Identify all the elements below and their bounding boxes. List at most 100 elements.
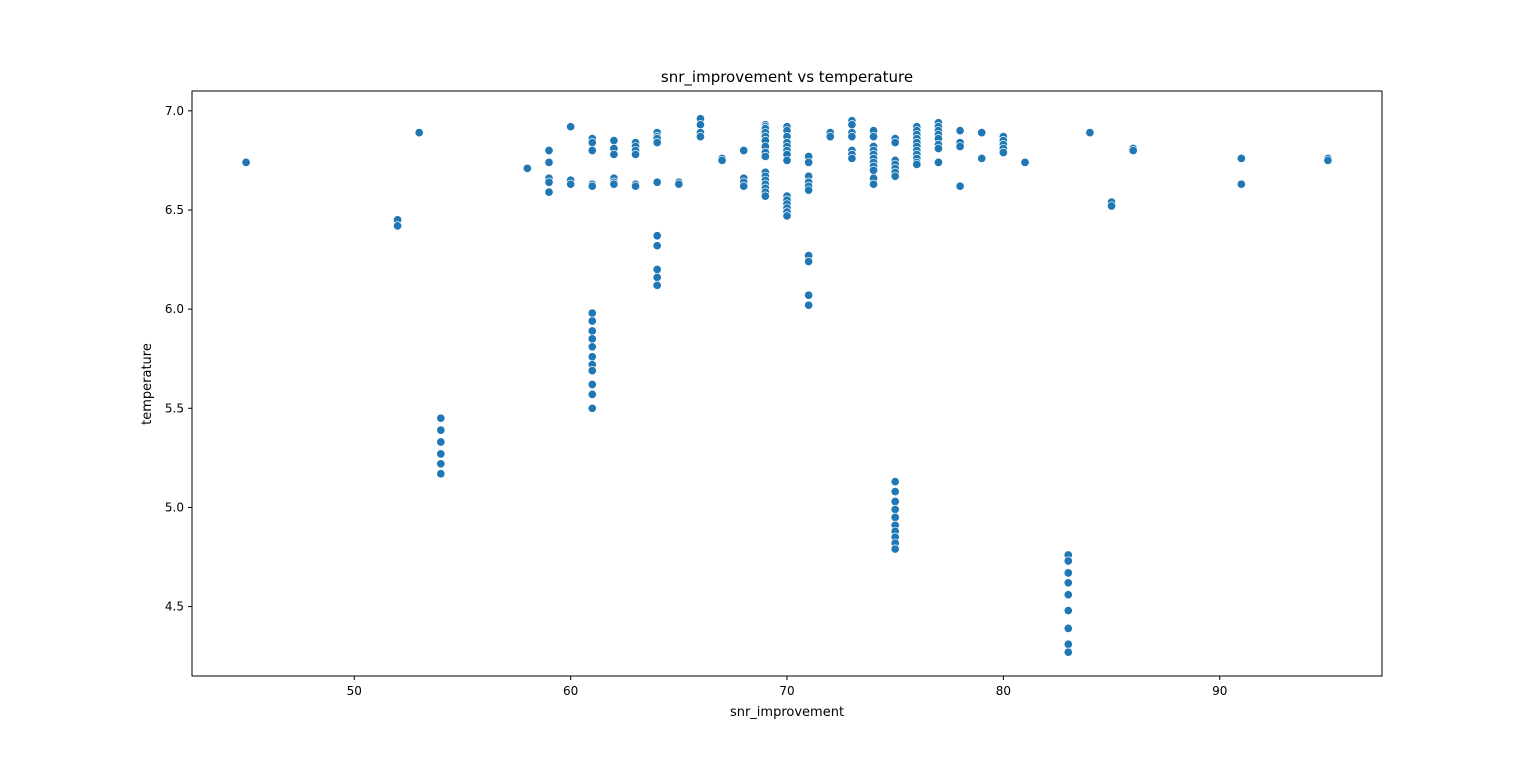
scatter-point xyxy=(566,179,576,189)
scatter-point xyxy=(544,145,554,156)
scatter-point xyxy=(436,469,446,479)
scatter-point xyxy=(1128,145,1138,156)
scatter-point xyxy=(804,300,814,310)
scatter-point xyxy=(782,155,792,165)
scatter-point xyxy=(1063,556,1073,566)
scatter-point xyxy=(587,352,597,362)
scatter-point xyxy=(652,231,662,241)
scatter-point xyxy=(587,181,597,191)
y-tick-label: 4.5 xyxy=(165,600,184,614)
scatter-point xyxy=(804,256,814,267)
scatter-point xyxy=(522,163,532,173)
scatter-point xyxy=(587,316,597,326)
scatter-point xyxy=(825,132,835,142)
scatter-point xyxy=(436,459,446,469)
scatter-point xyxy=(587,366,597,376)
y-tick-label: 5.0 xyxy=(165,500,184,514)
scatter-point xyxy=(804,290,814,300)
scatter-point xyxy=(587,138,597,148)
scatter-point xyxy=(609,179,619,189)
scatter-point xyxy=(847,153,857,163)
scatter-point xyxy=(847,120,857,130)
scatter-point xyxy=(436,425,446,435)
scatter-point xyxy=(890,512,900,522)
scatter-point xyxy=(739,145,749,156)
scatter-point xyxy=(868,165,879,175)
scatter-point xyxy=(609,149,619,160)
scatter-point xyxy=(890,544,900,554)
scatter-point xyxy=(436,413,446,423)
scatter-point xyxy=(587,342,597,352)
scatter-point xyxy=(1063,647,1073,657)
scatter-point xyxy=(1085,128,1095,138)
y-tick-label: 7.0 xyxy=(165,104,184,118)
scatter-point xyxy=(1063,639,1073,649)
scatter-point xyxy=(587,403,597,413)
x-tick-label: 90 xyxy=(1212,684,1227,698)
scatter-point xyxy=(1107,201,1117,211)
scatter-point xyxy=(760,151,770,161)
scatter-point xyxy=(782,211,792,221)
scatter-point xyxy=(847,132,857,142)
scatter-point xyxy=(695,120,705,130)
scatter-point xyxy=(868,132,879,142)
scatter-point xyxy=(544,157,554,167)
scatter-point xyxy=(1323,155,1333,165)
scatter-point xyxy=(804,157,814,167)
scatter-point xyxy=(652,138,662,148)
scatter-point xyxy=(977,153,987,163)
scatter-point xyxy=(652,177,662,187)
scatter-point xyxy=(436,449,446,459)
scatter-point xyxy=(566,122,576,132)
scatter-point xyxy=(1063,623,1073,633)
y-axis-label: temperature xyxy=(140,343,155,425)
scatter-point xyxy=(1236,179,1246,189)
scatter-point xyxy=(392,221,403,231)
scatter-point xyxy=(674,179,684,189)
scatter-point xyxy=(977,128,987,138)
scatter-point xyxy=(933,143,943,154)
scatter-point xyxy=(1063,606,1073,616)
scatter-point xyxy=(414,128,424,138)
x-tick-label: 80 xyxy=(996,684,1011,698)
scatter-point xyxy=(652,280,662,290)
scatter-point xyxy=(695,132,705,142)
scatter-point xyxy=(652,272,662,282)
scatter-point xyxy=(587,379,597,390)
scatter-point xyxy=(717,155,727,165)
scatter-point xyxy=(1063,590,1073,600)
scatter-point xyxy=(998,147,1008,158)
data-points xyxy=(241,114,1333,657)
scatter-point xyxy=(955,141,965,152)
scatter-point xyxy=(587,145,597,156)
scatter-point xyxy=(912,159,922,169)
scatter-point xyxy=(1236,153,1246,163)
scatter-point xyxy=(955,181,965,191)
scatter-point xyxy=(544,177,554,187)
x-axis-ticks: 50 60 70 80 90 xyxy=(347,676,1227,698)
scatter-point xyxy=(890,504,900,514)
scatter-point xyxy=(630,149,641,160)
scatter-point xyxy=(652,241,662,251)
scatter-point xyxy=(1020,157,1030,167)
scatter-point xyxy=(804,185,814,195)
scatter-point xyxy=(890,171,900,181)
scatter-point xyxy=(890,477,900,487)
scatter-point xyxy=(630,181,641,191)
scatter-point xyxy=(241,157,251,167)
y-axis-ticks: 4.5 5.0 5.5 6.0 6.5 7.0 xyxy=(165,104,192,614)
x-tick-label: 60 xyxy=(563,684,578,698)
scatter-point xyxy=(652,264,662,275)
scatter-point xyxy=(760,191,770,201)
scatter-point xyxy=(890,487,900,497)
y-tick-label: 5.5 xyxy=(165,401,184,415)
scatter-point xyxy=(955,126,965,136)
x-axis-label: snr_improvement xyxy=(730,705,844,720)
scatter-point xyxy=(1063,578,1073,588)
scatter-point xyxy=(933,157,943,167)
scatter-point xyxy=(1063,568,1073,578)
y-tick-label: 6.5 xyxy=(165,203,184,217)
y-tick-label: 6.0 xyxy=(165,302,184,316)
